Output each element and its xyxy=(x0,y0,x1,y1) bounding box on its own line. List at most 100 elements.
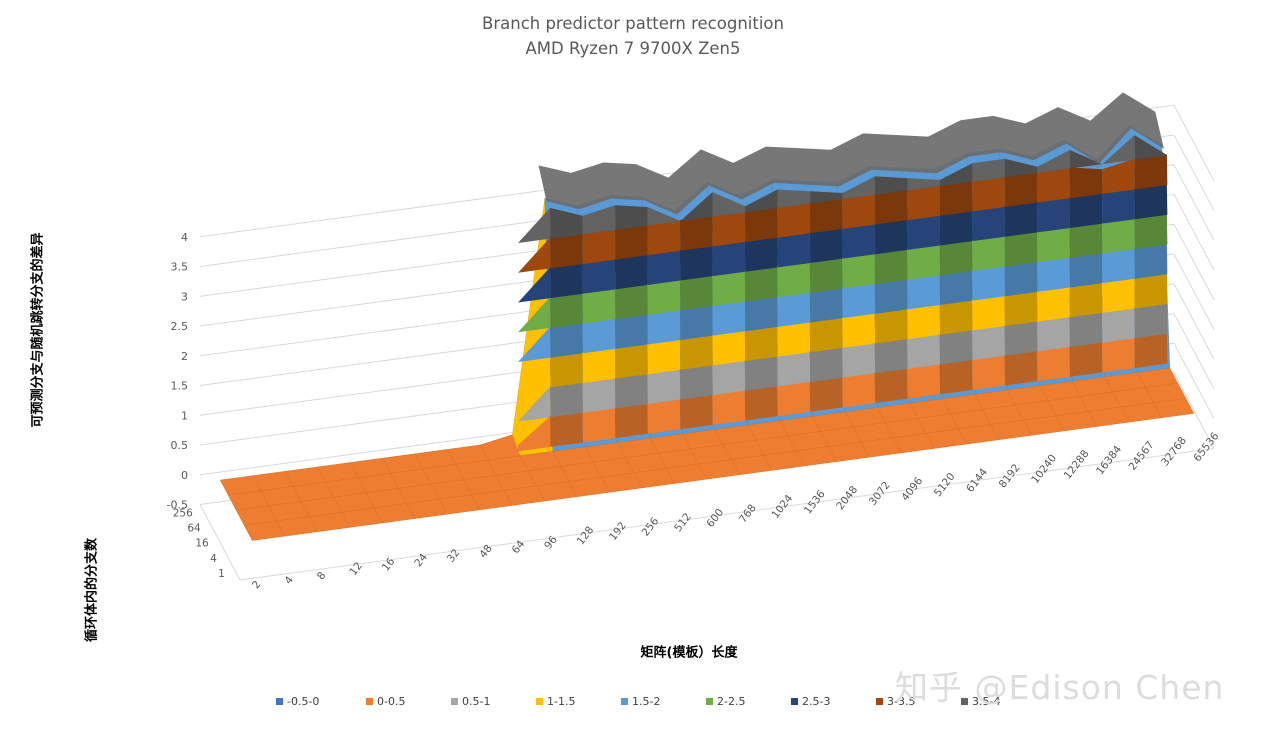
ridge-band xyxy=(1134,273,1168,309)
x-tick-label: 24 xyxy=(412,551,430,569)
ridge-band xyxy=(907,244,941,280)
legend-swatch xyxy=(621,698,628,705)
ridge-band xyxy=(842,312,876,348)
ridge-band xyxy=(842,193,876,229)
ridge-band xyxy=(939,299,973,335)
y-tick-label: -0.5 xyxy=(167,499,188,512)
x-tick-label: 512 xyxy=(672,511,694,534)
x-tick-label: 10240 xyxy=(1029,452,1059,486)
gridline xyxy=(199,134,1215,267)
ridge-band xyxy=(647,220,681,256)
legend-label: 3.5-4 xyxy=(972,695,1001,708)
ridge-band xyxy=(518,207,551,243)
gridline xyxy=(199,253,1215,386)
x-tick-label: 8192 xyxy=(997,462,1023,490)
ridge-band xyxy=(744,266,778,302)
ridge-band xyxy=(842,283,876,319)
ridge-band xyxy=(1102,135,1135,165)
ridge-band xyxy=(1004,350,1038,386)
ridge-band xyxy=(939,329,973,365)
ridge-band xyxy=(1134,154,1168,190)
ridge-band xyxy=(1134,213,1168,249)
x-tick-label: 192 xyxy=(607,520,629,543)
ridge-band xyxy=(842,342,876,378)
ridge-band xyxy=(809,376,843,412)
ridge-band xyxy=(907,185,941,221)
watermark: 知乎 @Edison Chen xyxy=(895,668,1225,707)
ridge-band xyxy=(1004,158,1038,178)
surface-cell xyxy=(1152,398,1195,419)
legend-item: -0.5-0 xyxy=(276,695,319,708)
ridge-band xyxy=(907,333,941,369)
ridge-band xyxy=(1004,171,1038,207)
ridge-band xyxy=(518,237,551,273)
ridge-band xyxy=(1101,337,1135,373)
x-axis-label: 矩阵(模板）长度 xyxy=(640,645,738,661)
x-tick-label: 48 xyxy=(477,543,495,561)
x-tick-label: 2048 xyxy=(834,484,860,512)
ridge-band xyxy=(874,278,908,314)
ridge-band xyxy=(614,224,648,260)
ridge-band xyxy=(972,206,1006,242)
ridge-band xyxy=(1134,135,1168,160)
ridge-band xyxy=(614,373,648,409)
x-tick-label: 2 xyxy=(250,579,264,592)
ridge-band xyxy=(810,191,843,204)
ridge-band xyxy=(647,368,681,404)
ridge-band xyxy=(907,363,941,399)
ridge-band xyxy=(582,347,616,383)
x-tick-label: 96 xyxy=(542,534,560,552)
ridge-band xyxy=(809,287,843,323)
ridge-band xyxy=(1134,184,1168,220)
ridge-band xyxy=(842,223,876,259)
ridge-band xyxy=(712,192,746,217)
ridge-band xyxy=(777,291,811,327)
y-tick-label: 2 xyxy=(181,350,188,363)
legend-item: 3-3.5 xyxy=(876,695,915,708)
ridge-band xyxy=(712,360,746,396)
gridline xyxy=(199,223,1215,357)
ridge-band xyxy=(1134,332,1168,368)
ridge-band xyxy=(518,356,551,392)
ridge-band xyxy=(777,351,811,387)
x-tick-label: 5120 xyxy=(932,471,958,499)
ridge-band xyxy=(712,270,746,306)
legend-label: 3-3.5 xyxy=(887,695,916,708)
ridge-band xyxy=(1069,167,1103,199)
ridge-band xyxy=(582,407,616,443)
ridge-band xyxy=(647,309,681,345)
y-axis-label: 可预测分支与随机跳转分支的差异 xyxy=(30,232,46,428)
ridge-band xyxy=(680,192,713,222)
ridge-band xyxy=(1037,150,1070,173)
ridge-band xyxy=(712,211,746,247)
ridge-band xyxy=(679,394,713,430)
ridge-band xyxy=(874,248,908,285)
ridge-band xyxy=(1037,316,1070,352)
ridge-band xyxy=(1004,320,1038,356)
ridge-band xyxy=(550,382,583,418)
ridge-band xyxy=(939,359,973,395)
ridge-band xyxy=(744,325,778,362)
ridge-band xyxy=(939,269,973,305)
ridge-band xyxy=(972,295,1006,331)
gridline xyxy=(199,193,1215,327)
ridge-band xyxy=(842,372,876,408)
ridge-band xyxy=(679,275,713,311)
depth-tick-label: 64 xyxy=(187,523,201,535)
ridge-band xyxy=(874,219,908,255)
ridge-band xyxy=(1102,158,1135,194)
ridge-band xyxy=(550,352,583,388)
y-tick-label: 0 xyxy=(181,469,188,482)
ridge-band xyxy=(777,202,811,238)
legend-label: 1.5-2 xyxy=(632,695,661,708)
ridge-band xyxy=(745,189,778,213)
legend-swatch xyxy=(276,698,283,705)
ridge-band xyxy=(550,207,583,239)
legend-swatch xyxy=(451,698,458,705)
x-tick-label: 12 xyxy=(347,560,365,578)
ridge-band xyxy=(1037,286,1070,322)
ridge-band xyxy=(1037,256,1070,292)
ridge-band xyxy=(679,334,713,370)
ridge-band xyxy=(1101,277,1135,313)
